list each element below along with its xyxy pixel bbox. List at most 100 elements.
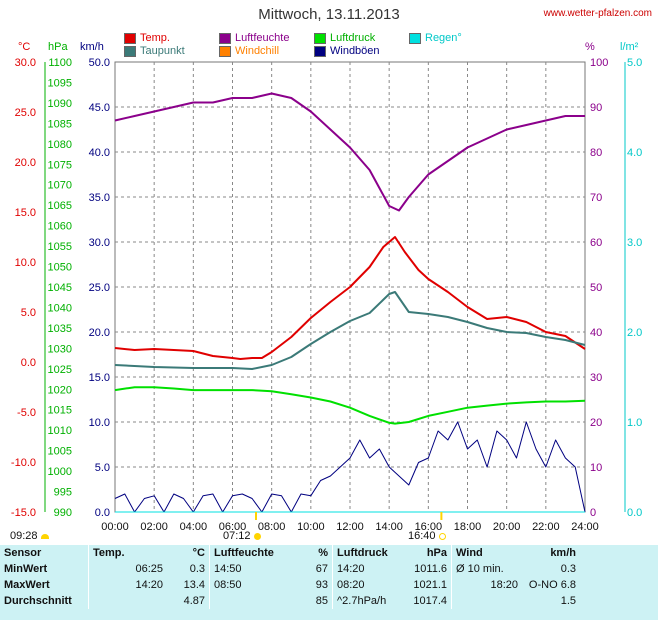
stats-cell: O-NO 6.8 bbox=[528, 579, 576, 591]
legend-label-rain: Regen° bbox=[425, 32, 462, 44]
sunrise-marker: 07:12 bbox=[223, 530, 261, 542]
stats-header-humidity: Luftfeuchte bbox=[209, 545, 304, 561]
temperature_c-tick-label: 10.0 bbox=[15, 257, 36, 269]
pressure_hpa-tick-label: 1050 bbox=[48, 262, 72, 274]
pressure_hpa-tick-label: 1025 bbox=[48, 364, 72, 376]
unit-rain: l/m² bbox=[620, 41, 639, 53]
pressure_hpa-tick-label: 1015 bbox=[48, 405, 72, 417]
stats-row-label: MinWert bbox=[4, 563, 48, 575]
stats-row-label: MaxWert bbox=[4, 579, 50, 591]
stats-cell: 1017.4 bbox=[413, 595, 447, 607]
legend-swatch-temp bbox=[124, 32, 136, 44]
legend-windchill: Windchill bbox=[219, 45, 279, 57]
humidity_pct-tick-label: 10 bbox=[590, 462, 602, 474]
sunset-icon bbox=[438, 532, 446, 540]
pressure_hpa-tick-label: 1055 bbox=[48, 241, 72, 253]
series-line-taupunkt bbox=[114, 291, 586, 370]
stats-header-sensor: Sensor bbox=[4, 547, 42, 559]
wind_kmh-tick-label: 20.0 bbox=[89, 327, 110, 339]
wind_kmh-tick-label: 25.0 bbox=[89, 282, 110, 294]
unit-celsius: °C bbox=[18, 41, 31, 53]
stats-cell: 13.4 bbox=[183, 579, 205, 591]
stats-cell: 1021.1 bbox=[413, 579, 447, 591]
stats-header-humidity-unit: % bbox=[318, 547, 328, 559]
moon-icon bbox=[40, 533, 49, 539]
stats-panel: Sensor Temp. °C Luftfeuchte % Luftdruck … bbox=[0, 545, 658, 620]
temperature_c-tick-label: -10.0 bbox=[11, 457, 36, 469]
humidity_pct-tick-label: 80 bbox=[590, 147, 602, 159]
stats-cell: 14:20 bbox=[332, 561, 403, 577]
pressure_hpa-tick-label: 1095 bbox=[48, 77, 72, 89]
sunrise-time: 07:12 bbox=[223, 530, 251, 542]
moonrise-marker: 09:28 bbox=[10, 530, 49, 542]
wind_kmh-tick-label: 35.0 bbox=[89, 192, 110, 204]
stats-cell: 1011.6 bbox=[414, 563, 447, 575]
humidity_pct-tick-label: 0 bbox=[590, 507, 596, 519]
wind_kmh-tick-label: 15.0 bbox=[89, 372, 110, 384]
legend-swatch-rain bbox=[409, 32, 421, 44]
pressure_hpa-tick-label: 1005 bbox=[48, 446, 72, 458]
stats-row-max: MaxWert 14:20 13.4 08:50 93 08:20 1021.1… bbox=[0, 577, 580, 593]
pressure_hpa-tick-label: 1040 bbox=[48, 302, 72, 314]
x-tick-label: 14:00 bbox=[375, 521, 403, 533]
pressure_hpa-tick-label: 1100 bbox=[48, 57, 72, 69]
temperature_c-tick-label: 5.0 bbox=[21, 307, 36, 319]
temperature_c-tick-label: 0.0 bbox=[21, 357, 36, 369]
stats-header-wind-unit: km/h bbox=[550, 547, 576, 559]
temperature_c-tick-label: 15.0 bbox=[15, 207, 36, 219]
pressure_hpa-tick-label: 1020 bbox=[48, 384, 72, 396]
legend-swatch-windchill bbox=[219, 45, 231, 57]
x-tick-label: 24:00 bbox=[571, 521, 599, 533]
wind_kmh-tick-label: 5.0 bbox=[95, 462, 110, 474]
legend-label-gusts: Windböen bbox=[330, 45, 380, 57]
stats-cell: Ø 10 min. bbox=[451, 561, 522, 577]
humidity_pct-tick-label: 30 bbox=[590, 372, 602, 384]
x-tick-label: 22:00 bbox=[532, 521, 560, 533]
stats-header-pressure: Luftdruck bbox=[332, 545, 403, 561]
legend-swatch-gusts bbox=[314, 45, 326, 57]
x-tick-label: 18:00 bbox=[454, 521, 482, 533]
rain_lm2-tick-label: 0.0 bbox=[627, 507, 642, 519]
stats-row-label: Durchschnitt bbox=[4, 595, 72, 607]
stats-table: Sensor Temp. °C Luftfeuchte % Luftdruck … bbox=[0, 545, 580, 609]
stats-cell: ^2.7hPa/h bbox=[332, 593, 403, 609]
legend-humidity: Luftfeuchte bbox=[219, 32, 289, 44]
humidity_pct-tick-label: 100 bbox=[590, 57, 608, 69]
x-tick-label: 00:00 bbox=[101, 521, 129, 533]
temperature_c-tick-label: -15.0 bbox=[11, 507, 36, 519]
rain_lm2-tick-label: 1.0 bbox=[627, 417, 642, 429]
legend-label-humidity: Luftfeuchte bbox=[235, 32, 290, 44]
rain_lm2-tick-label: 3.0 bbox=[627, 237, 642, 249]
stats-cell: 14:50 bbox=[209, 561, 304, 577]
stats-cell: 93 bbox=[315, 579, 328, 591]
sunrise-icon bbox=[253, 532, 261, 540]
legend-label-temp: Temp. bbox=[140, 32, 170, 44]
pressure_hpa-tick-label: 1065 bbox=[48, 200, 72, 212]
series-line-luftdruck bbox=[114, 386, 586, 425]
series-line-luftfeuchte bbox=[114, 92, 585, 212]
x-tick-label: 04:00 bbox=[180, 521, 208, 533]
legend-swatch-humidity bbox=[219, 32, 231, 44]
stats-cell: 14:20 bbox=[88, 577, 167, 593]
stats-cell: 1.5 bbox=[560, 595, 576, 607]
pressure_hpa-tick-label: 1000 bbox=[48, 466, 72, 478]
pressure_hpa-tick-label: 1010 bbox=[48, 425, 72, 437]
stats-cell: 08:20 bbox=[332, 577, 403, 593]
source-link[interactable]: www.wetter-pfalzen.com bbox=[543, 8, 652, 19]
pressure_hpa-tick-label: 1080 bbox=[48, 139, 72, 151]
humidity_pct-tick-label: 50 bbox=[590, 282, 602, 294]
pressure_hpa-tick-label: 1090 bbox=[48, 98, 72, 110]
stats-row-min: MinWert 06:25 0.3 14:50 67 14:20 1011.6 … bbox=[0, 561, 580, 577]
chart-title: Mittwoch, 13.11.2013 bbox=[258, 6, 400, 23]
rain_lm2-tick-label: 5.0 bbox=[627, 57, 642, 69]
legend-temp: Temp. bbox=[124, 32, 170, 44]
x-tick-label: 06:00 bbox=[219, 521, 247, 533]
stats-cell: 18:20 bbox=[451, 577, 522, 593]
pressure_hpa-tick-label: 1045 bbox=[48, 282, 72, 294]
stats-header-temp: Temp. bbox=[88, 545, 167, 561]
stats-header-wind: Wind bbox=[451, 545, 522, 561]
stats-header-pressure-unit: hPa bbox=[426, 547, 447, 559]
stats-cell: 85 bbox=[315, 595, 328, 607]
sunset-marker: 16:40 bbox=[408, 530, 446, 542]
stats-header-temp-unit: °C bbox=[192, 547, 205, 559]
